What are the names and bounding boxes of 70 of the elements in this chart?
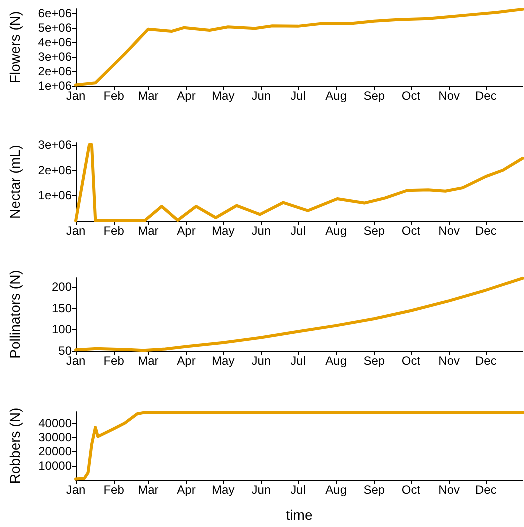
- x-tick-label: Dec: [475, 483, 497, 497]
- x-tick-label: Oct: [402, 224, 422, 238]
- y-tick-label: 2e+06: [38, 163, 72, 178]
- x-tick-label: Nov: [438, 483, 460, 497]
- y-axis-title: Nectar (mL): [7, 145, 23, 219]
- y-axis-title: Pollinators (N): [7, 270, 23, 359]
- x-tick-label: May: [212, 354, 235, 368]
- x-tick-label: Feb: [104, 483, 125, 497]
- x-tick-label: Nov: [438, 89, 460, 103]
- x-tick-label: Dec: [475, 89, 497, 103]
- line-series: [74, 411, 524, 481]
- y-tick-label: 200: [52, 280, 72, 294]
- x-tick-label: Sep: [364, 224, 386, 238]
- x-tick-label: Apr: [177, 354, 196, 368]
- y-tick-label: 30000: [38, 430, 72, 444]
- y-tick-label: 10000: [38, 458, 72, 473]
- x-tick-label: Apr: [177, 89, 196, 103]
- x-tick-label: Aug: [326, 354, 348, 368]
- x-tick-label: May: [212, 89, 235, 103]
- x-tick-label: Feb: [104, 224, 125, 238]
- y-tick-label: 100: [52, 322, 72, 337]
- x-tick-label: Jan: [66, 224, 86, 238]
- x-tick-label: Jul: [290, 89, 306, 103]
- x-tick-label: Sep: [364, 483, 386, 497]
- x-tick-label: Apr: [177, 224, 196, 238]
- x-tick-label: Feb: [104, 354, 125, 368]
- x-tick-label: Oct: [402, 483, 422, 497]
- x-tick-label: Sep: [364, 89, 386, 103]
- x-tick-label: Jun: [252, 354, 272, 368]
- x-tick-label: Nov: [438, 354, 460, 368]
- y-tick-label: 4e+06: [38, 35, 72, 50]
- x-tick-label: Jul: [290, 224, 306, 238]
- x-tick-label: Sep: [364, 354, 386, 368]
- x-tick-label: Aug: [326, 224, 348, 238]
- x-tick-label: Jun: [252, 224, 272, 238]
- x-tick-label: Aug: [326, 483, 348, 497]
- line-series: [74, 144, 524, 222]
- x-tick-label: May: [212, 483, 235, 497]
- y-tick-label: 150: [52, 301, 72, 316]
- x-tick-label: Dec: [475, 354, 497, 368]
- y-tick-label: 1e+06: [38, 188, 72, 203]
- line-series: [74, 276, 524, 352]
- x-tick-label: Oct: [402, 89, 422, 103]
- y-tick-label: 40000: [38, 416, 72, 430]
- x-tick-label: Mar: [138, 224, 159, 238]
- x-tick-label: Jul: [290, 354, 306, 368]
- x-tick-label: Mar: [138, 89, 159, 103]
- y-tick-label: 3e+06: [38, 138, 72, 152]
- x-tick-label: Mar: [138, 354, 159, 368]
- x-tick-label: Jan: [66, 483, 86, 497]
- x-tick-label: Aug: [326, 89, 348, 103]
- x-axis-title: time: [286, 507, 313, 523]
- x-tick-label: Nov: [438, 224, 460, 238]
- x-tick-label: Jun: [252, 89, 272, 103]
- line-series: [74, 8, 524, 87]
- y-tick-label: 20000: [38, 444, 72, 459]
- y-tick-label: 3e+06: [38, 50, 72, 64]
- x-tick-label: Mar: [138, 483, 159, 497]
- x-tick-label: Apr: [177, 483, 196, 497]
- y-tick-label: 2e+06: [38, 64, 72, 78]
- y-tick-label: 5e+06: [38, 20, 72, 35]
- x-tick-label: Oct: [402, 354, 422, 368]
- x-tick-label: May: [212, 224, 235, 238]
- y-axis-title: Flowers (N): [7, 11, 23, 84]
- x-tick-label: Jun: [252, 483, 272, 497]
- y-axis-title: Robbers (N): [7, 408, 23, 484]
- y-tick-label: 6e+06: [38, 6, 72, 20]
- x-tick-label: Feb: [104, 89, 125, 103]
- x-tick-label: Dec: [475, 224, 497, 238]
- x-tick-label: Jul: [290, 483, 306, 497]
